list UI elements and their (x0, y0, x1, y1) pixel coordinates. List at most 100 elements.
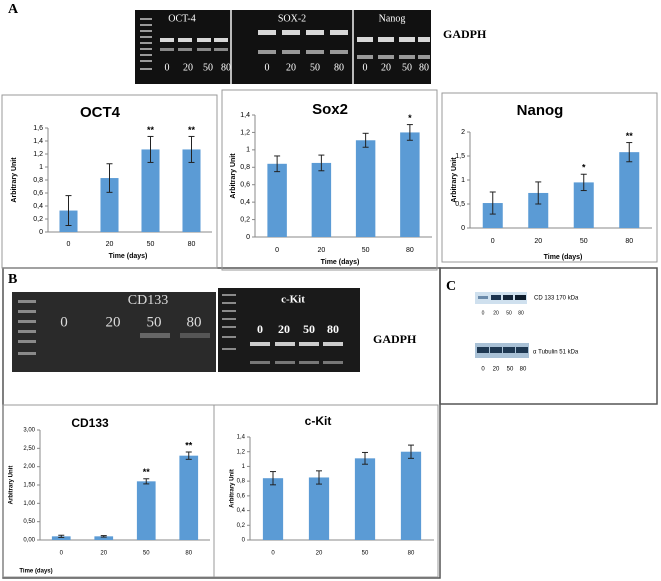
y-tick-label: 0 (246, 234, 250, 241)
bar (482, 203, 503, 228)
x-tick-label: 0 (271, 551, 275, 557)
x-tick-label: 20 (534, 238, 542, 245)
bar (136, 481, 156, 540)
x-tick-label: 80 (406, 247, 414, 254)
blot-label: CD 133 170 kDa (534, 296, 579, 302)
lane-label: 80 (221, 62, 231, 73)
y-tick-label: 0,5 (455, 201, 465, 208)
bar (182, 149, 201, 232)
y-tick-label: 1 (461, 177, 465, 184)
y-axis-label: Arbitrary Unit (451, 157, 458, 203)
chart-title: CD133 (71, 416, 109, 430)
gel-background (218, 288, 360, 372)
bar (51, 536, 71, 540)
y-axis-label: Arbitrary Unit (230, 469, 236, 508)
lane-label: 50 (303, 322, 315, 336)
lane-label: 80 (334, 62, 344, 73)
x-tick-label: 0 (275, 247, 279, 254)
blot-band (516, 347, 528, 353)
significance-label: ** (147, 125, 155, 135)
lane-label: 80 (518, 310, 524, 316)
bar (311, 162, 332, 237)
panel-label: A (8, 2, 19, 17)
lane-label: 0 (481, 367, 485, 373)
gel-label: OCT-4 (168, 13, 195, 24)
x-axis-label: Time (days) (321, 259, 360, 266)
x-tick-label: 20 (106, 241, 114, 248)
gel-background (12, 292, 216, 372)
blot-band (490, 347, 502, 353)
y-tick-label: 0,8 (33, 177, 43, 184)
significance-label: ** (626, 131, 634, 141)
x-axis-label: Time (days) (109, 253, 148, 260)
y-tick-label: 0 (39, 229, 43, 236)
y-axis-label: Arbitrary Unit (11, 157, 18, 203)
significance-label: ** (143, 467, 151, 477)
y-tick-label: 2 (461, 129, 465, 136)
lane-label: 50 (203, 62, 213, 73)
lane-label: 0 (165, 62, 170, 73)
gel-label: Nanog (379, 13, 406, 24)
y-tick-label: 1 (242, 464, 246, 470)
y-tick-label: 1,00 (23, 501, 35, 507)
lane-label: 0 (257, 322, 263, 336)
y-tick-label: 1,50 (23, 483, 35, 489)
bar (400, 451, 422, 540)
lane-label: 20 (278, 322, 290, 336)
lane-label: 80 (520, 367, 527, 373)
y-tick-label: 2,50 (23, 446, 35, 452)
blot-label: α Tubulin 51 kDa (533, 350, 579, 356)
bar (528, 192, 549, 228)
y-tick-label: 0,6 (240, 182, 250, 189)
chart-title: Sox2 (312, 101, 348, 118)
y-tick-label: 1,4 (237, 435, 246, 441)
significance-label: * (582, 163, 586, 173)
gel-label: SOX-2 (278, 13, 306, 24)
y-tick-label: 0,00 (23, 538, 35, 544)
lane-label: 50 (147, 314, 162, 330)
bar (179, 455, 199, 540)
bar (262, 478, 284, 540)
chart-title: OCT4 (80, 104, 121, 121)
y-tick-label: 1,2 (240, 129, 250, 136)
y-tick-label: 0,8 (240, 164, 250, 171)
lane-label: 20 (106, 314, 121, 330)
y-tick-label: 3,00 (23, 428, 35, 434)
y-tick-label: 1,4 (240, 112, 250, 119)
lane-label: 50 (507, 367, 514, 373)
x-tick-label: 80 (185, 551, 192, 557)
gel-control-label: GADPH (373, 332, 417, 346)
lane-label: 20 (286, 62, 296, 73)
y-tick-label: 0 (461, 225, 465, 232)
bar (355, 140, 376, 237)
bar (400, 132, 420, 237)
x-tick-label: 0 (67, 241, 71, 248)
y-tick-label: 0,4 (240, 199, 250, 206)
y-tick-label: 1 (246, 147, 250, 154)
y-tick-label: 1,2 (33, 151, 43, 158)
y-tick-label: 1,6 (33, 125, 43, 132)
y-tick-label: 0,2 (237, 523, 246, 529)
y-tick-label: 1,2 (237, 449, 246, 455)
lane-label: 0 (265, 62, 270, 73)
bar (619, 152, 640, 228)
chart-frame (1, 94, 218, 269)
y-axis-label: Arbitrary Unit (230, 153, 237, 199)
lane-label: 0 (363, 62, 368, 73)
x-tick-label: 80 (188, 241, 196, 248)
gel-bands (160, 30, 430, 59)
panel-frame (439, 267, 658, 405)
bar (308, 477, 330, 540)
x-axis-label: Time (days) (544, 254, 583, 261)
gel-background (135, 10, 431, 84)
lane-label: 80 (419, 62, 429, 73)
x-axis-label: Time (days) (19, 569, 52, 575)
x-tick-label: 20 (316, 551, 323, 557)
lane-label: 0 (60, 314, 68, 330)
x-tick-label: 50 (362, 551, 369, 557)
x-tick-label: 80 (625, 238, 633, 245)
lane-label: 50 (506, 310, 512, 316)
x-tick-label: 50 (580, 238, 588, 245)
bar (141, 149, 160, 232)
